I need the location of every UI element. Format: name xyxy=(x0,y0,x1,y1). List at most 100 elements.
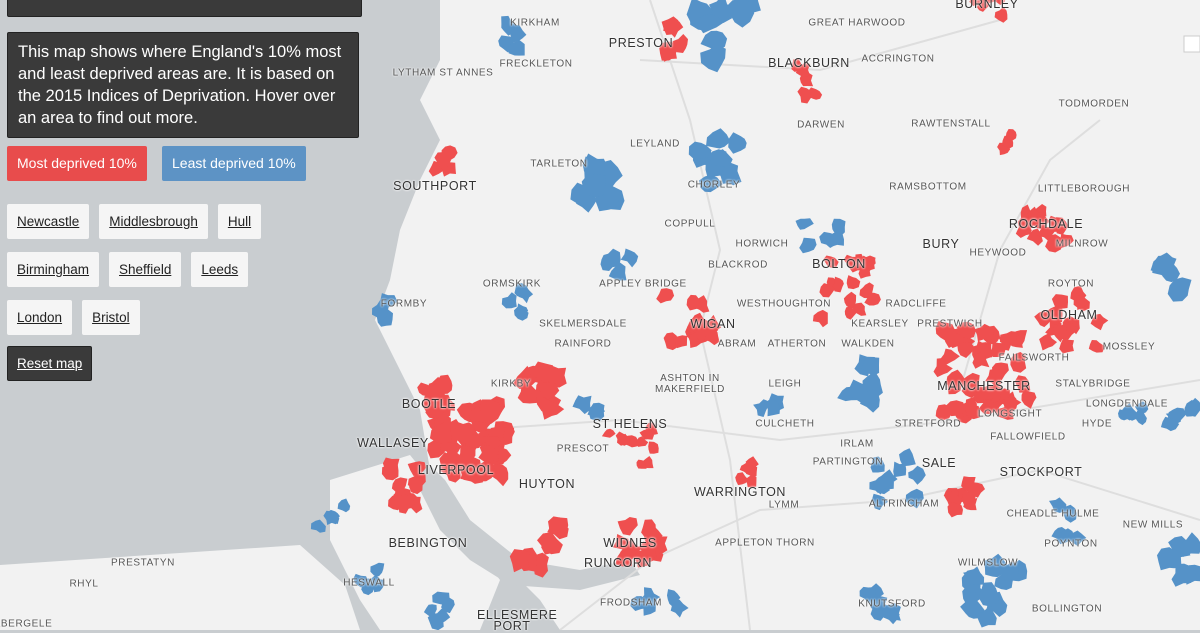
area[interactable] xyxy=(323,510,340,525)
area[interactable] xyxy=(1000,331,1018,346)
area[interactable] xyxy=(935,321,956,341)
area[interactable] xyxy=(601,428,616,438)
area[interactable] xyxy=(945,400,967,417)
area[interactable] xyxy=(1010,352,1027,373)
area[interactable] xyxy=(797,86,814,104)
area[interactable] xyxy=(908,465,926,485)
area[interactable] xyxy=(617,517,638,536)
area[interactable] xyxy=(667,589,681,609)
area[interactable] xyxy=(965,397,977,419)
area[interactable] xyxy=(432,591,450,605)
area[interactable] xyxy=(490,463,509,487)
area[interactable] xyxy=(508,40,525,56)
area[interactable] xyxy=(832,276,844,293)
area[interactable] xyxy=(843,254,858,272)
area[interactable] xyxy=(425,384,445,405)
area[interactable] xyxy=(361,578,375,596)
area[interactable] xyxy=(993,0,1006,5)
area[interactable] xyxy=(846,275,861,290)
area[interactable] xyxy=(641,597,657,616)
area[interactable] xyxy=(1150,252,1174,280)
area[interactable] xyxy=(670,599,689,618)
area[interactable] xyxy=(859,586,876,604)
area[interactable] xyxy=(1026,228,1043,246)
area[interactable] xyxy=(977,0,990,12)
area[interactable] xyxy=(337,498,351,513)
area[interactable] xyxy=(539,382,560,400)
area[interactable] xyxy=(440,450,462,470)
city-button[interactable]: Birmingham xyxy=(7,252,100,287)
area[interactable] xyxy=(672,335,688,349)
area[interactable] xyxy=(1180,532,1200,557)
area[interactable] xyxy=(795,218,814,230)
area[interactable] xyxy=(766,399,780,417)
area[interactable] xyxy=(698,14,725,34)
area[interactable] xyxy=(376,293,398,308)
legend-most[interactable]: Most deprived 10% xyxy=(7,146,147,181)
area[interactable] xyxy=(828,231,844,247)
area[interactable] xyxy=(1005,129,1017,141)
city-button[interactable]: Newcastle xyxy=(7,204,90,239)
area[interactable] xyxy=(409,477,423,495)
area[interactable] xyxy=(709,0,732,23)
area[interactable] xyxy=(588,405,605,421)
area[interactable] xyxy=(1088,340,1105,353)
area[interactable] xyxy=(572,395,592,415)
area[interactable] xyxy=(615,431,630,446)
area[interactable] xyxy=(860,389,880,413)
area[interactable] xyxy=(1015,222,1032,238)
area[interactable] xyxy=(635,436,649,447)
area[interactable] xyxy=(872,493,888,511)
city-button[interactable]: Hull xyxy=(217,204,262,239)
area[interactable] xyxy=(1059,338,1074,354)
area[interactable] xyxy=(851,302,867,316)
area[interactable] xyxy=(513,365,539,389)
area[interactable] xyxy=(688,141,712,160)
area[interactable] xyxy=(1000,561,1021,581)
area[interactable] xyxy=(1034,310,1052,328)
zoom-control[interactable] xyxy=(1183,35,1200,53)
area[interactable] xyxy=(1184,399,1198,417)
area[interactable] xyxy=(985,368,1003,388)
area[interactable] xyxy=(1160,416,1180,432)
area[interactable] xyxy=(870,602,887,621)
area[interactable] xyxy=(984,0,999,4)
area[interactable] xyxy=(440,435,462,454)
area[interactable] xyxy=(686,294,703,311)
area[interactable] xyxy=(672,34,689,53)
area[interactable] xyxy=(1075,295,1090,310)
area[interactable] xyxy=(812,309,828,328)
area[interactable] xyxy=(620,248,639,268)
area[interactable] xyxy=(700,30,728,52)
area[interactable] xyxy=(791,59,805,72)
area[interactable] xyxy=(706,128,731,149)
area[interactable] xyxy=(977,384,998,400)
area[interactable] xyxy=(1021,389,1037,409)
area[interactable] xyxy=(1014,375,1031,393)
area[interactable] xyxy=(541,533,560,555)
area[interactable] xyxy=(704,329,720,346)
area[interactable] xyxy=(1037,226,1055,241)
area[interactable] xyxy=(799,237,817,254)
area[interactable] xyxy=(514,303,529,316)
area[interactable] xyxy=(709,149,733,167)
area[interactable] xyxy=(1171,563,1196,587)
area[interactable] xyxy=(1002,394,1018,412)
area[interactable] xyxy=(1051,294,1068,310)
area[interactable] xyxy=(1090,313,1109,331)
area[interactable] xyxy=(990,341,1006,357)
area[interactable] xyxy=(581,173,606,198)
area[interactable] xyxy=(1063,504,1077,523)
area[interactable] xyxy=(608,262,627,281)
area[interactable] xyxy=(1059,233,1074,249)
area[interactable] xyxy=(1068,530,1087,547)
area[interactable] xyxy=(947,502,964,518)
area[interactable] xyxy=(1121,403,1136,421)
area[interactable] xyxy=(974,323,995,342)
area[interactable] xyxy=(518,287,534,304)
area[interactable] xyxy=(795,61,811,78)
area[interactable] xyxy=(583,153,610,180)
area[interactable] xyxy=(1163,548,1182,569)
area[interactable] xyxy=(391,477,408,497)
